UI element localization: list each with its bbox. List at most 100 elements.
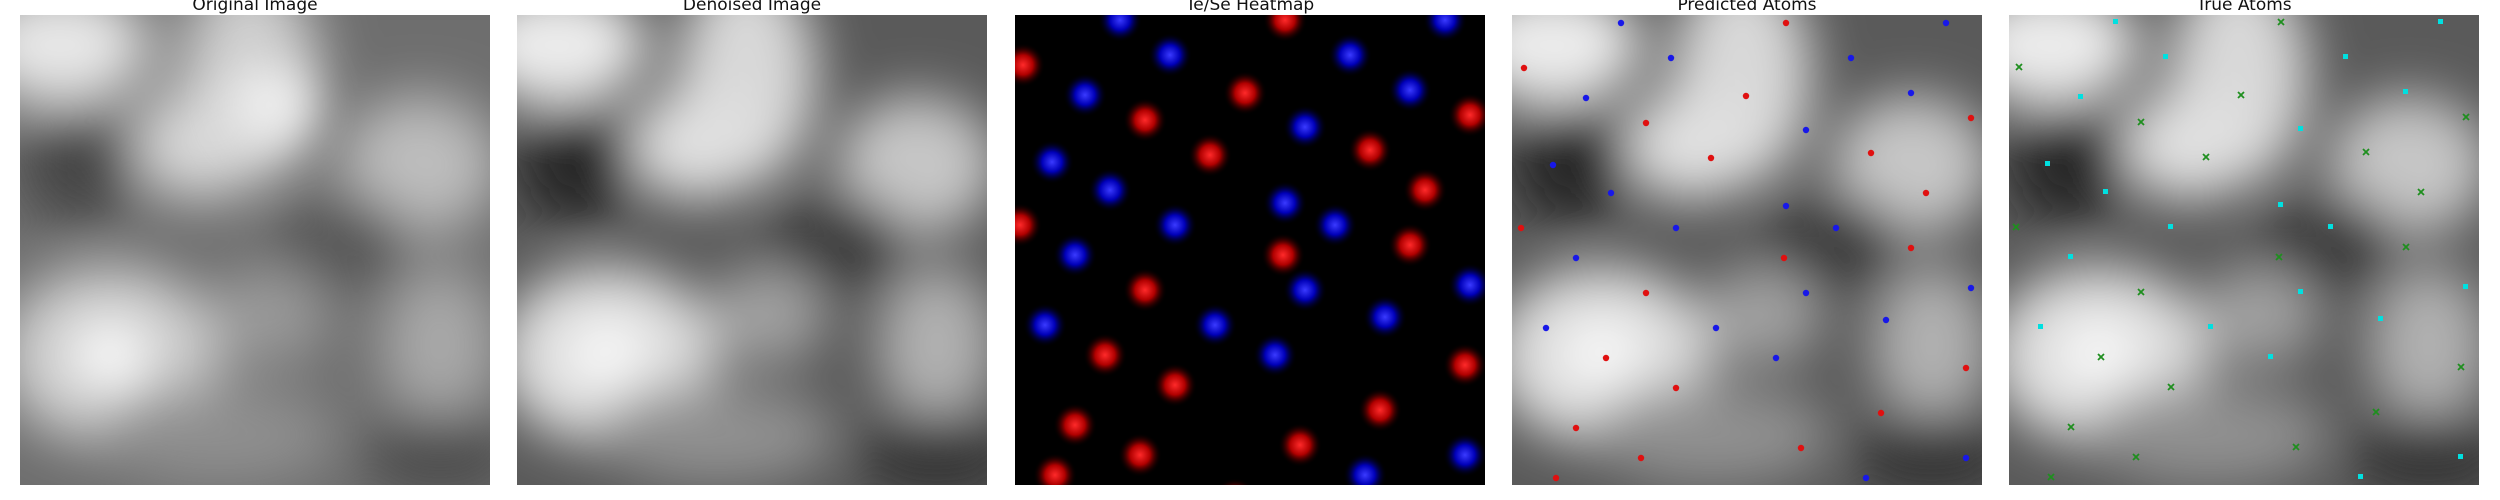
panel-heatmap: Te/Se Heatmap xyxy=(1015,0,1485,500)
true-te-atom xyxy=(2113,19,2118,24)
se-spot xyxy=(1063,73,1107,117)
se-spot xyxy=(1263,181,1307,225)
true-se-marker-stroke xyxy=(2202,153,2210,161)
predicted-se-atom xyxy=(1862,474,1870,482)
predicted-se-atom xyxy=(1942,19,1950,27)
te-spot xyxy=(1015,43,1045,87)
te-spot xyxy=(1123,98,1167,142)
predicted-se-atom xyxy=(1582,94,1590,102)
predicted-te-atom xyxy=(1642,289,1650,297)
true-te-atom xyxy=(2343,54,2348,59)
true-se-marker-stroke xyxy=(2457,363,2465,371)
predicted-se-atom xyxy=(1672,224,1680,232)
true-se-atom xyxy=(2047,473,2055,481)
se-spot xyxy=(1148,33,1192,77)
predicted-te-atom xyxy=(1552,474,1560,482)
te-spot xyxy=(1188,133,1232,177)
true-te-atom xyxy=(2403,89,2408,94)
predicted-te-atom xyxy=(1707,154,1715,162)
te-spot xyxy=(1403,168,1447,212)
true-se-marker-stroke xyxy=(2275,253,2283,261)
true-se-atom xyxy=(2067,423,2075,431)
true-se-atom xyxy=(2137,118,2145,126)
true-se-marker-stroke xyxy=(2047,473,2055,481)
true-te-atom xyxy=(2038,324,2043,329)
predicted-te-atom xyxy=(1867,149,1875,157)
predicted-se-atom xyxy=(1907,89,1915,97)
se-spot xyxy=(1343,453,1387,485)
true-se-atom xyxy=(2277,18,2285,26)
true-te-atom xyxy=(2268,354,2273,359)
te-spot xyxy=(1448,93,1485,137)
predicted-se-atom xyxy=(1802,126,1810,134)
te-spot xyxy=(1278,423,1322,467)
te-spot xyxy=(1053,403,1097,447)
predicted-te-atom xyxy=(1642,119,1650,127)
denoised-image xyxy=(517,15,987,485)
predicted-te-atom xyxy=(1572,424,1580,432)
predicted-te-atom xyxy=(1782,19,1790,27)
se-spot xyxy=(1193,303,1237,347)
te-spot xyxy=(1348,128,1392,172)
te-spot xyxy=(1223,71,1267,115)
predicted-te-atom xyxy=(1877,409,1885,417)
se-spot xyxy=(1388,68,1432,112)
true-se-marker-stroke xyxy=(2167,383,2175,391)
predicted-atom-markers xyxy=(1517,19,1975,482)
te-spot xyxy=(1358,388,1402,432)
se-spot xyxy=(1283,268,1327,312)
original-image xyxy=(20,15,490,485)
predicted-atoms-image xyxy=(1512,15,1982,485)
te-spot xyxy=(1263,15,1307,42)
predicted-se-atom xyxy=(1617,19,1625,27)
true-se-marker-stroke xyxy=(2132,453,2140,461)
true-te-atom xyxy=(2298,126,2303,131)
te-spot xyxy=(1118,433,1162,477)
true-se-marker-stroke xyxy=(2137,118,2145,126)
true-se-marker-stroke xyxy=(2015,63,2023,71)
se-spot xyxy=(1098,15,1142,42)
true-atoms-image xyxy=(2009,15,2479,485)
se-spot xyxy=(1313,203,1357,247)
true-se-marker-stroke xyxy=(2012,223,2020,231)
se-spot xyxy=(1088,168,1132,212)
true-te-atom xyxy=(2278,202,2283,207)
true-te-atom xyxy=(2328,224,2333,229)
true-se-atom xyxy=(2362,148,2370,156)
predicted-se-atom xyxy=(1549,161,1557,169)
predicted-te-atom xyxy=(1962,364,1970,372)
se-spot xyxy=(1253,333,1297,377)
se-spot xyxy=(1328,33,1372,77)
true-se-atom xyxy=(2015,63,2023,71)
true-te-atom xyxy=(2208,324,2213,329)
se-spot xyxy=(1443,433,1485,477)
predicted-se-atom xyxy=(1962,454,1970,462)
panel-denoised: Denoised Image xyxy=(517,0,987,500)
te-spot xyxy=(1388,223,1432,267)
predicted-te-atom xyxy=(1602,354,1610,362)
predicted-se-atom xyxy=(1572,254,1580,262)
predicted-se-atom xyxy=(1967,284,1975,292)
predicted-se-atom xyxy=(1772,354,1780,362)
panel-original: Original Image xyxy=(20,0,490,500)
true-te-atom xyxy=(2068,254,2073,259)
panel-title: Predicted Atoms xyxy=(1677,0,1817,15)
true-se-atom xyxy=(2372,408,2380,416)
true-te-atom xyxy=(2163,54,2168,59)
predicted-se-atom xyxy=(1882,316,1890,324)
true-te-atom xyxy=(2078,94,2083,99)
true-te-atom xyxy=(2103,189,2108,194)
se-spot xyxy=(1448,263,1485,307)
true-se-atom xyxy=(2457,363,2465,371)
heatmap-spots xyxy=(1015,15,1485,485)
grayscale-texture xyxy=(517,15,987,485)
panel-title: Original Image xyxy=(192,0,318,15)
se-spot xyxy=(1153,203,1197,247)
true-se-atom xyxy=(2167,383,2175,391)
predicted-se-atom xyxy=(1542,324,1550,332)
true-se-marker-stroke xyxy=(2372,408,2380,416)
predicted-se-atom xyxy=(1712,324,1720,332)
se-spot xyxy=(1030,140,1074,184)
predicted-te-atom xyxy=(1520,64,1528,72)
true-se-marker-stroke xyxy=(2277,18,2285,26)
